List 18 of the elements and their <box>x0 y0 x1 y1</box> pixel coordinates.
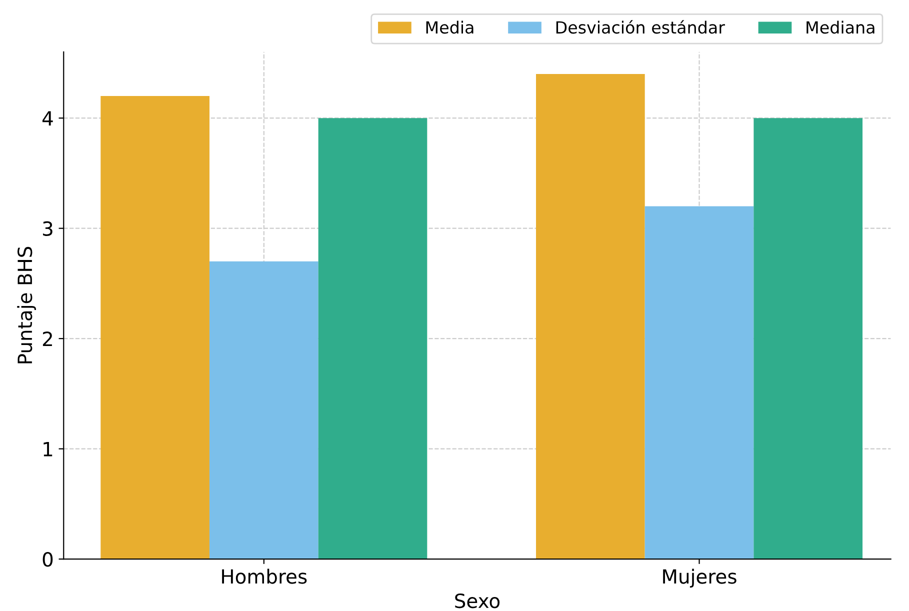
bar <box>209 261 318 560</box>
x-tick-label: Hombres <box>222 568 307 584</box>
legend-label: Mediana <box>806 20 874 34</box>
legend-label: Desviación estándar <box>556 20 725 34</box>
bar <box>644 206 754 560</box>
x-axis-title: Sexo <box>455 594 500 608</box>
bar <box>318 118 428 560</box>
y-tick-label: 0 <box>42 552 53 567</box>
y-axis-title: Puntaje BHS <box>17 246 36 364</box>
legend-label: Media <box>426 20 474 34</box>
y-tick-label: 2 <box>42 332 52 346</box>
bar <box>100 96 210 560</box>
y-tick-label: 3 <box>43 221 52 236</box>
bar <box>536 74 645 560</box>
bar <box>754 118 863 560</box>
y-tick-label: 4 <box>42 111 53 126</box>
x-tick-label: Mujeres <box>663 568 736 588</box>
y-tick-label: 1 <box>44 442 52 456</box>
